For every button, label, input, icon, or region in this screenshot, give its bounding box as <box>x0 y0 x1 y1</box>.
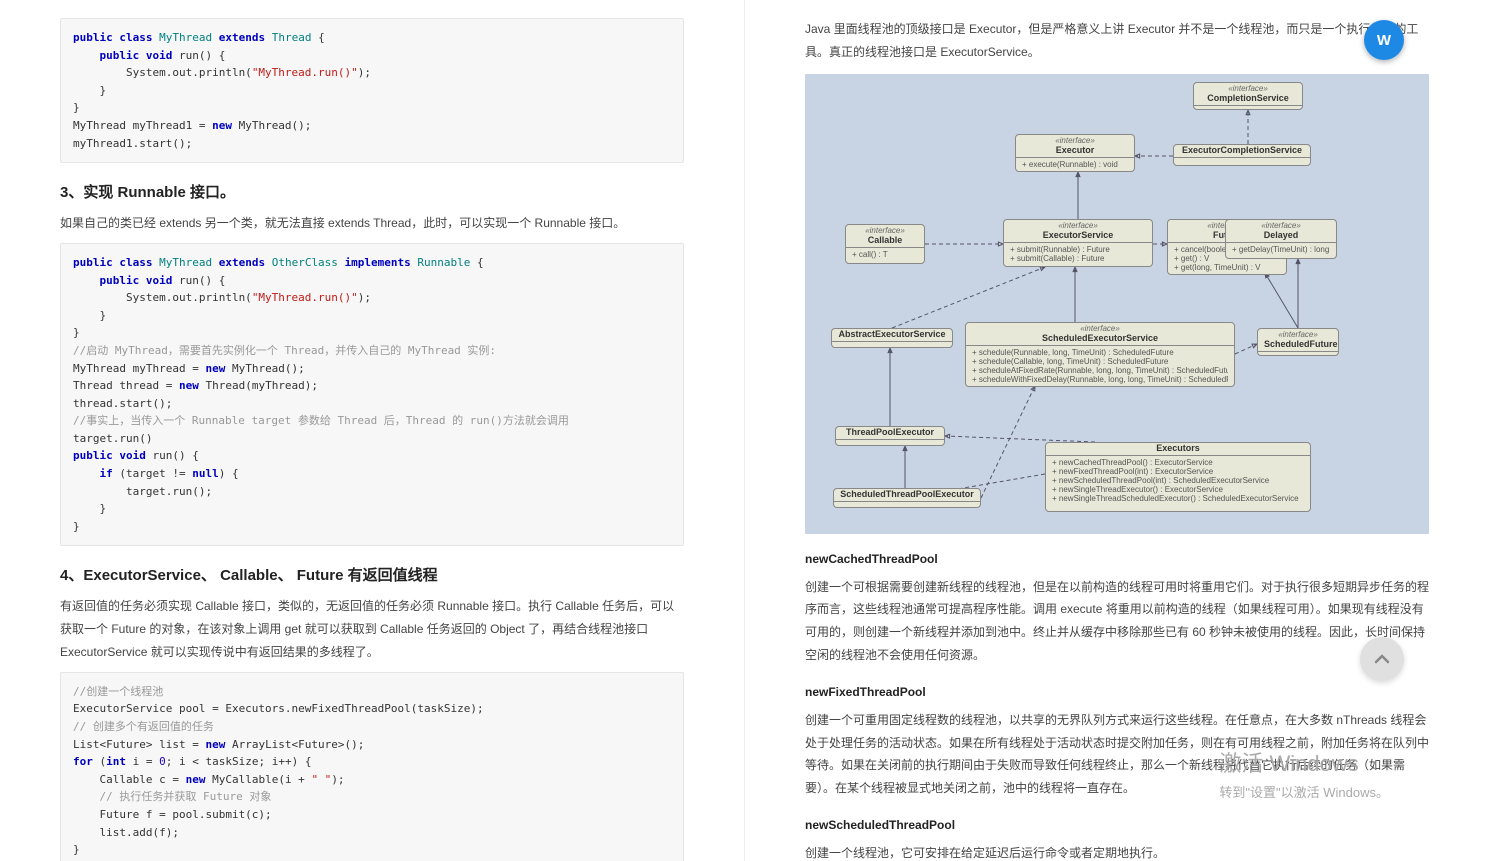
heading-nfp: newFixedThreadPool <box>805 685 1429 699</box>
heading-4: 4、ExecutorService、 Callable、 Future 有返回值… <box>60 564 684 585</box>
uml-box-AbstractExecutorService: AbstractExecutorService <box>831 328 953 348</box>
chevron-up-icon <box>1372 649 1392 669</box>
intro-paragraph: Java 里面线程池的顶级接口是 Executor，但是严格意义上讲 Execu… <box>805 18 1429 64</box>
code-block-2: public class MyThread extends OtherClass… <box>60 243 684 547</box>
paragraph: 创建一个可根据需要创建新线程的线程池，但是在以前构造的线程可用时将重用它们。对于… <box>805 576 1429 667</box>
paragraph: 有返回值的任务必须实现 Callable 接口，类似的，无返回值的任务必须 Ru… <box>60 595 684 663</box>
uml-box-ScheduledExecutorService: «interface»ScheduledExecutorService+ sch… <box>965 322 1235 387</box>
scroll-top-button[interactable] <box>1360 637 1404 681</box>
uml-box-ScheduledThreadPoolExecutor: ScheduledThreadPoolExecutor <box>833 488 981 508</box>
uml-box-Executors: Executors+ newCachedThreadPool() : Execu… <box>1045 442 1311 512</box>
code-block-3: //创建一个线程池 ExecutorService pool = Executo… <box>60 672 684 861</box>
paragraph: 创建一个可重用固定线程数的线程池，以共享的无界队列方式来运行这些线程。在任意点，… <box>805 709 1429 800</box>
uml-box-ScheduledFuture: «interface»ScheduledFuture <box>1257 328 1339 356</box>
uml-box-CompletionService: «interface»CompletionService <box>1193 82 1303 110</box>
uml-box-ThreadPoolExecutor: ThreadPoolExecutor <box>835 426 945 446</box>
uml-box-ExecutorService: «interface»ExecutorService+ submit(Runna… <box>1003 219 1153 267</box>
left-column: public class MyThread extends Thread { p… <box>0 0 745 861</box>
uml-box-Delayed: «interface»Delayed+ getDelay(TimeUnit) :… <box>1225 219 1337 259</box>
code-block-1: public class MyThread extends Thread { p… <box>60 18 684 163</box>
heading-ncp: newCachedThreadPool <box>805 552 1429 566</box>
heading-nsp: newScheduledThreadPool <box>805 818 1429 832</box>
page: public class MyThread extends Thread { p… <box>0 0 1489 861</box>
word-icon: W <box>1377 32 1391 49</box>
heading-3: 3、实现 Runnable 接口。 <box>60 181 684 202</box>
right-column: Java 里面线程池的顶级接口是 Executor，但是严格意义上讲 Execu… <box>745 0 1489 861</box>
uml-box-Callable: «interface»Callable+ call() : T <box>845 224 925 264</box>
uml-box-Executor: «interface»Executor+ execute(Runnable) :… <box>1015 134 1135 172</box>
paragraph: 创建一个线程池，它可安排在给定延迟后运行命令或者定期地执行。 <box>805 842 1429 861</box>
uml-box-ExecutorCompletionService: ExecutorCompletionService <box>1173 144 1311 166</box>
uml-diagram: «interface»CompletionService «interface»E… <box>805 74 1429 534</box>
paragraph: 如果自己的类已经 extends 另一个类，就无法直接 extends Thre… <box>60 212 684 235</box>
word-fab-button[interactable]: W <box>1364 20 1404 60</box>
